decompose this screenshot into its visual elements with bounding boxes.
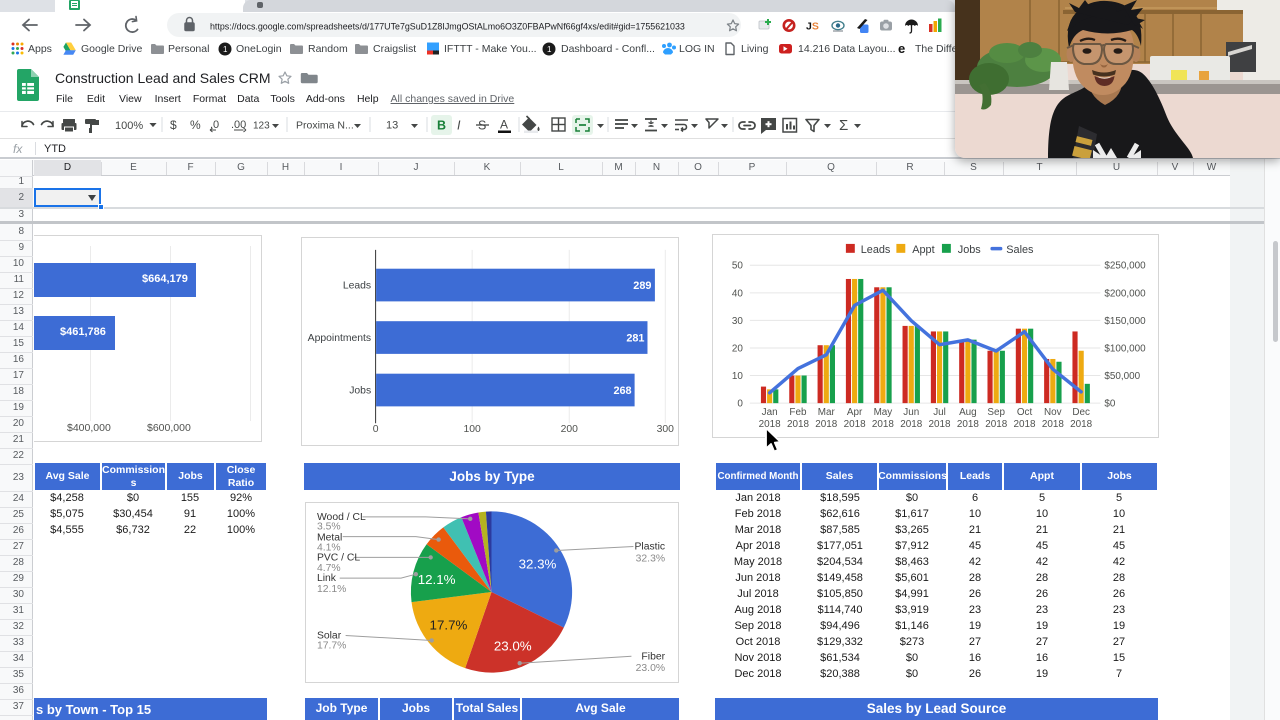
svg-text:Wood / CL: Wood / CL: [317, 512, 366, 523]
svg-text:2018: 2018: [900, 419, 923, 430]
svg-text:$100,000: $100,000: [1104, 343, 1146, 354]
svg-text:300: 300: [657, 424, 675, 435]
svg-text:$50,000: $50,000: [1104, 371, 1140, 382]
svg-text:Apps: Apps: [28, 43, 52, 55]
svg-text:Jan: Jan: [762, 407, 778, 418]
svg-text:17.7%: 17.7%: [430, 618, 468, 633]
svg-text:.0: .0: [210, 119, 219, 131]
svg-text:0: 0: [737, 399, 743, 410]
svg-text:0: 0: [373, 424, 379, 435]
svg-text:Plastic: Plastic: [635, 541, 666, 552]
svg-text:2018: 2018: [872, 419, 895, 430]
svg-text:289: 289: [633, 280, 651, 292]
svg-text:Random: Random: [308, 43, 348, 55]
svg-text:2018: 2018: [844, 419, 867, 430]
svg-text:Google Drive: Google Drive: [81, 43, 142, 55]
svg-text:281: 281: [626, 333, 644, 345]
svg-text:Dec: Dec: [1072, 407, 1090, 418]
svg-text:1: 1: [547, 45, 552, 54]
svg-text:Apr: Apr: [847, 407, 863, 418]
svg-text:Sep: Sep: [987, 407, 1005, 418]
svg-text:2018: 2018: [1042, 419, 1065, 430]
svg-text:Appt: Appt: [912, 244, 934, 256]
svg-text:OneLogin: OneLogin: [236, 43, 282, 55]
svg-text:Living: Living: [741, 43, 769, 55]
svg-text:LOG IN: LOG IN: [679, 43, 715, 55]
svg-text:A: A: [500, 118, 508, 132]
svg-text:Link: Link: [317, 573, 337, 584]
svg-text:Solar: Solar: [317, 630, 342, 641]
svg-text:Sales: Sales: [1006, 244, 1034, 256]
svg-text:14.216 Data Layou...: 14.216 Data Layou...: [798, 43, 896, 55]
svg-text:2018: 2018: [759, 419, 782, 430]
svg-text:https://docs.google.com/spread: https://docs.google.com/spreadsheets/d/1…: [210, 22, 685, 32]
svg-text:$: $: [170, 118, 177, 132]
svg-text:PVC / CL: PVC / CL: [317, 552, 360, 563]
svg-text:Jul: Jul: [933, 407, 946, 418]
svg-text:100: 100: [464, 424, 482, 435]
svg-text:4.1%: 4.1%: [317, 542, 341, 553]
svg-text:Dashboard - Confl...: Dashboard - Confl...: [561, 43, 655, 55]
svg-text:50: 50: [732, 261, 744, 272]
svg-text:B: B: [437, 119, 446, 133]
svg-text:Leads: Leads: [861, 244, 891, 256]
svg-text:2018: 2018: [1070, 419, 1093, 430]
svg-text:$0: $0: [1104, 399, 1116, 410]
svg-text:13: 13: [386, 120, 398, 132]
svg-text:Jobs: Jobs: [958, 244, 982, 256]
svg-text:JS: JS: [806, 21, 819, 33]
svg-text:Mar: Mar: [818, 407, 836, 418]
svg-text:Leads: Leads: [343, 281, 371, 292]
svg-text:2018: 2018: [929, 419, 952, 430]
svg-text:Craigslist: Craigslist: [373, 43, 416, 55]
svg-text:Proxima N...: Proxima N...: [296, 120, 354, 132]
svg-text:20: 20: [732, 343, 744, 354]
svg-text:Feb: Feb: [789, 407, 807, 418]
svg-text:.00: .00: [231, 119, 246, 131]
svg-text:Fiber: Fiber: [641, 651, 665, 662]
svg-text:Aug: Aug: [959, 407, 977, 418]
svg-text:Jun: Jun: [903, 407, 919, 418]
svg-text:Metal: Metal: [317, 533, 342, 544]
svg-text:Oct: Oct: [1017, 407, 1033, 418]
svg-text:17.7%: 17.7%: [317, 640, 346, 651]
svg-text:$200,000: $200,000: [1104, 288, 1146, 299]
svg-text:Σ: Σ: [839, 117, 848, 134]
svg-text:The Diffe: The Diffe: [915, 43, 958, 55]
svg-text:12.1%: 12.1%: [317, 584, 346, 595]
svg-text:12.1%: 12.1%: [418, 572, 456, 587]
svg-text:1: 1: [223, 45, 228, 54]
svg-text:%: %: [190, 118, 201, 132]
svg-text:100%: 100%: [115, 120, 143, 132]
svg-text:23.0%: 23.0%: [636, 663, 665, 674]
svg-text:I: I: [457, 119, 461, 133]
svg-text:Personal: Personal: [168, 43, 209, 55]
svg-text:123: 123: [253, 121, 270, 132]
svg-text:2018: 2018: [957, 419, 980, 430]
svg-text:$250,000: $250,000: [1104, 261, 1146, 272]
svg-text:32.3%: 32.3%: [519, 556, 557, 571]
svg-text:Jobs: Jobs: [349, 385, 371, 396]
svg-text:2018: 2018: [815, 419, 838, 430]
svg-text:Nov: Nov: [1044, 407, 1062, 418]
svg-text:2018: 2018: [1014, 419, 1037, 430]
svg-text:2018: 2018: [985, 419, 1008, 430]
svg-text:200: 200: [561, 424, 579, 435]
svg-text:IFTTT - Make You...: IFTTT - Make You...: [444, 43, 537, 55]
svg-text:40: 40: [732, 288, 744, 299]
svg-text:268: 268: [613, 385, 631, 397]
svg-text:$150,000: $150,000: [1104, 316, 1146, 327]
svg-text:2018: 2018: [787, 419, 810, 430]
svg-text:e: e: [898, 41, 905, 56]
svg-text:4.7%: 4.7%: [317, 563, 341, 574]
svg-text:23.0%: 23.0%: [494, 638, 532, 653]
svg-text:3.5%: 3.5%: [317, 522, 341, 533]
svg-text:Appointments: Appointments: [308, 333, 371, 344]
svg-text:10: 10: [732, 371, 744, 382]
svg-text:30: 30: [732, 316, 744, 327]
svg-text:32.3%: 32.3%: [636, 553, 665, 564]
svg-text:May: May: [874, 407, 893, 418]
